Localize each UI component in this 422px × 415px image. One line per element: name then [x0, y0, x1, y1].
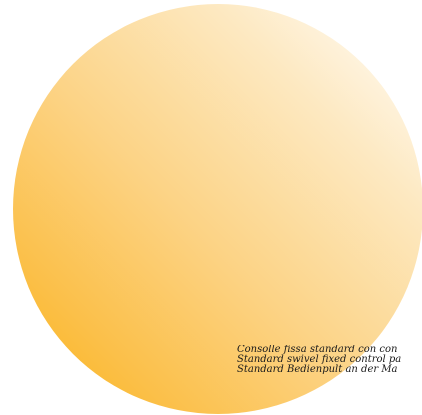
caption-line-english: Standard swivel fixed control pa	[237, 354, 402, 365]
caption-line-german: Standard Bedienpult an der Ma	[237, 364, 398, 375]
caption: Consolle fissa standard con con Standard…	[237, 345, 422, 375]
orange-gradient-circle	[13, 4, 422, 414]
caption-line-italian: Consolle fissa standard con con	[237, 345, 398, 355]
